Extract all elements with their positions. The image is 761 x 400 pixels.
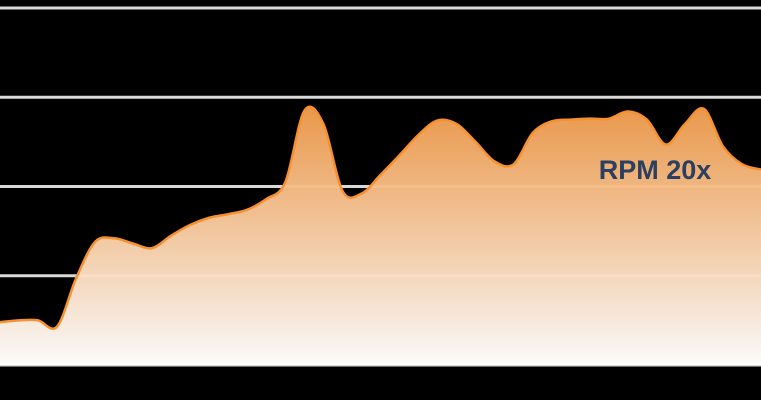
plot (0, 105, 761, 365)
series-label: RPM 20x (599, 155, 712, 185)
line (0, 105, 761, 330)
area (0, 106, 761, 365)
